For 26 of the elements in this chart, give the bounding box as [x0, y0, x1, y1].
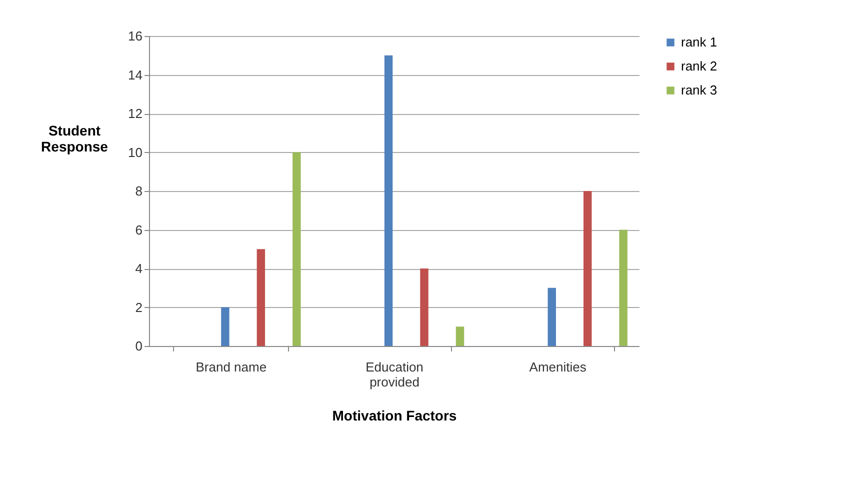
y-tick-label: 12 [128, 106, 142, 121]
y-tick-label: 2 [135, 300, 142, 315]
bar [548, 288, 556, 346]
bar [292, 152, 301, 346]
bar [256, 249, 266, 346]
x-tick-label: Amenities [529, 360, 587, 374]
x-axis-title: Motivation Factors [332, 408, 457, 424]
y-tick-label: 8 [135, 184, 142, 198]
legend-label: rank 3 [681, 82, 718, 98]
y-tick-label: 4 [135, 261, 142, 276]
legend-label: rank 2 [681, 58, 718, 74]
bar [619, 230, 628, 346]
bar [221, 307, 230, 346]
y-axis-title: Student Response [41, 122, 108, 154]
bar [456, 326, 464, 346]
y-tick-label: 0 [135, 338, 142, 354]
x-tick-label: Education provided [366, 360, 424, 390]
y-tick-label: 14 [128, 67, 142, 82]
y-tick-label: 10 [128, 144, 142, 160]
bar [384, 55, 393, 346]
x-tick-label: Brand name [196, 360, 267, 374]
y-tick-label: 6 [135, 222, 142, 238]
bar [583, 191, 592, 346]
legend-label: rank 1 [681, 34, 718, 50]
y-tick-label: 16 [128, 28, 142, 44]
bar [420, 268, 428, 346]
